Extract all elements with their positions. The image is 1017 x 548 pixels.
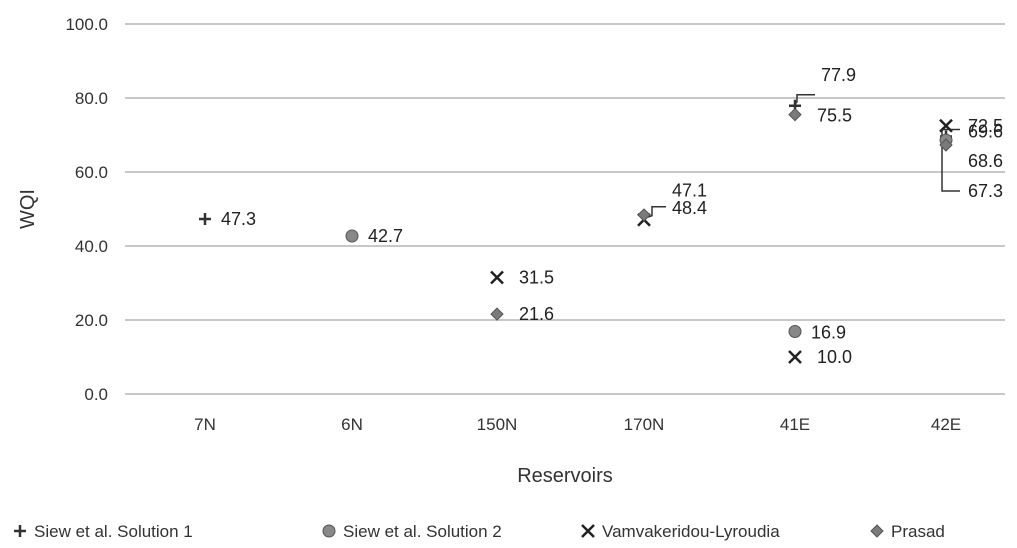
data-label: 72.5 bbox=[968, 116, 1003, 136]
circle-marker-shape bbox=[345, 229, 359, 243]
data-labels: 47.3 77.9 69.6 42.7 16.9 68.6 31.5 47.1 10.0 72.5… bbox=[221, 65, 1003, 367]
y-axis-tick-labels: 0.0 20.0 40.0 60.0 80.0 100.0 bbox=[65, 15, 108, 404]
diamond-marker-shape bbox=[788, 107, 802, 122]
x-marker-shape bbox=[490, 270, 504, 285]
y-tick-label: 20.0 bbox=[75, 311, 108, 330]
legend-marker bbox=[870, 524, 884, 538]
data-label: 31.5 bbox=[519, 267, 554, 287]
data-label: 69.6 bbox=[968, 121, 1003, 141]
legend-item: Prasad bbox=[870, 522, 945, 541]
legend-item: Siew et al. Solution 1 bbox=[14, 522, 193, 541]
point-x bbox=[490, 270, 504, 285]
circle-marker-shape bbox=[322, 524, 336, 538]
x-tick-label: 41E bbox=[780, 415, 810, 434]
y-tick-label: 40.0 bbox=[75, 237, 108, 256]
x-marker-shape bbox=[788, 350, 802, 364]
data-points bbox=[199, 99, 953, 364]
legend-label: Prasad bbox=[891, 522, 945, 541]
gridlines bbox=[125, 23, 1005, 395]
data-label: 42.7 bbox=[368, 226, 403, 246]
legend-label: Vamvakeridou-Lyroudia bbox=[602, 522, 780, 541]
point-diamond bbox=[490, 307, 504, 321]
leader-line bbox=[941, 144, 960, 192]
circle-marker-shape bbox=[788, 324, 802, 338]
diamond-marker-shape bbox=[637, 208, 651, 222]
data-label: 67.3 bbox=[968, 181, 1003, 201]
y-tick-label: 100.0 bbox=[65, 15, 108, 34]
x-marker-shape bbox=[939, 118, 953, 133]
x-axis-tick-labels: 7N 6N 150N 170N 41E 42E bbox=[194, 415, 961, 434]
point-diamond bbox=[788, 107, 802, 122]
data-label: 77.9 bbox=[821, 65, 856, 85]
y-tick-label: 0.0 bbox=[84, 385, 108, 404]
x-tick-label: 170N bbox=[624, 415, 665, 434]
data-label: 75.5 bbox=[817, 106, 852, 126]
leader-line bbox=[645, 205, 666, 219]
x-marker-shape bbox=[581, 524, 595, 538]
plus-marker-shape bbox=[14, 525, 26, 537]
legend-item: Siew et al. Solution 2 bbox=[322, 522, 502, 541]
point-diamond bbox=[939, 138, 953, 152]
point-circle bbox=[788, 324, 802, 338]
point-circle bbox=[345, 229, 359, 243]
y-tick-label: 60.0 bbox=[75, 163, 108, 182]
diamond-marker-shape bbox=[490, 307, 504, 321]
diamond-marker-shape bbox=[939, 138, 953, 152]
x-tick-label: 7N bbox=[194, 415, 216, 434]
data-label: 48.4 bbox=[672, 198, 707, 218]
x-axis-title: Reservoirs bbox=[517, 465, 613, 487]
legend: Siew et al. Solution 1 Siew et al. Soluti… bbox=[14, 522, 945, 541]
point-x bbox=[939, 118, 953, 133]
point-diamond bbox=[637, 208, 651, 222]
data-label: 68.6 bbox=[968, 151, 1003, 171]
y-axis-title: WQI bbox=[17, 189, 39, 229]
leader-line bbox=[793, 94, 815, 107]
point-plus bbox=[199, 212, 211, 225]
y-tick-label: 80.0 bbox=[75, 89, 108, 108]
diamond-marker-shape bbox=[870, 524, 884, 538]
point-x bbox=[788, 350, 802, 364]
x-tick-label: 150N bbox=[477, 415, 518, 434]
x-tick-label: 42E bbox=[931, 415, 961, 434]
x-tick-label: 6N bbox=[341, 415, 363, 434]
legend-marker bbox=[14, 525, 26, 537]
legend-marker bbox=[322, 524, 336, 538]
plus-marker-shape bbox=[199, 212, 211, 225]
legend-label: Siew et al. Solution 2 bbox=[343, 522, 502, 541]
legend-marker bbox=[581, 524, 595, 538]
data-label: 21.6 bbox=[519, 304, 554, 324]
legend-label: Siew et al. Solution 1 bbox=[34, 522, 193, 541]
data-label: 16.9 bbox=[811, 322, 846, 342]
data-label: 47.1 bbox=[672, 181, 707, 201]
data-label: 47.3 bbox=[221, 209, 256, 229]
legend-item: Vamvakeridou-Lyroudia bbox=[581, 522, 780, 541]
data-label: 10.0 bbox=[817, 347, 852, 367]
